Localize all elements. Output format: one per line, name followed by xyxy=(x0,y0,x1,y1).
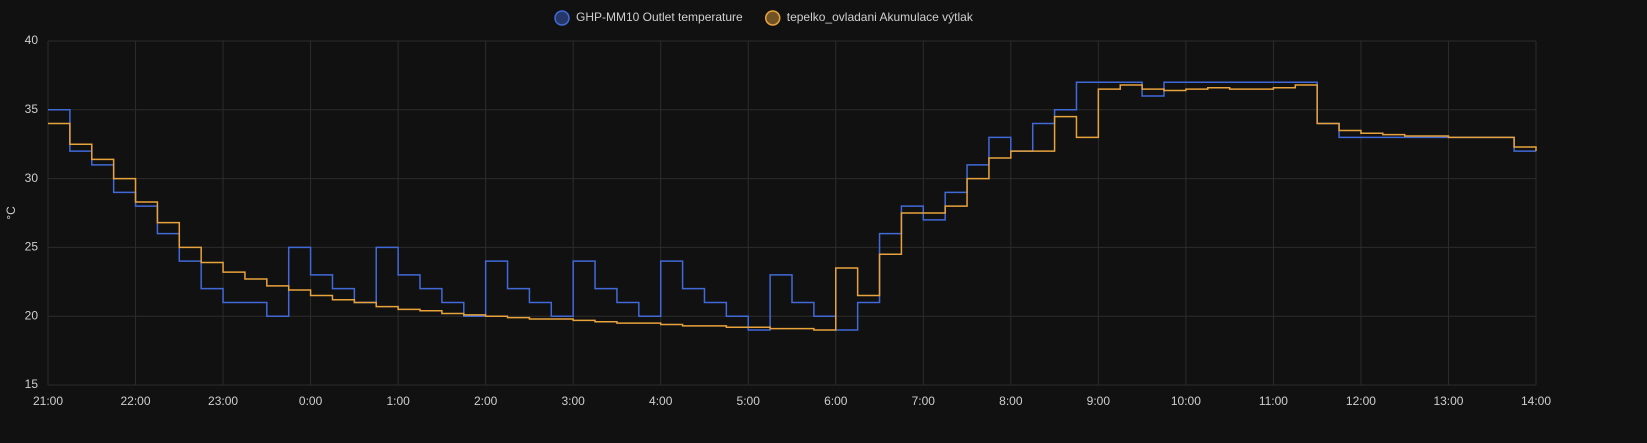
y-tick-label: 35 xyxy=(25,102,39,116)
x-tick-label: 5:00 xyxy=(737,394,761,408)
x-tick-label: 13:00 xyxy=(1433,394,1463,408)
x-tick-label: 3:00 xyxy=(561,394,585,408)
x-tick-label: 9:00 xyxy=(1087,394,1111,408)
x-tick-label: 0:00 xyxy=(299,394,323,408)
series-line xyxy=(48,81,1536,331)
x-tick-label: 11:00 xyxy=(1259,394,1288,408)
legend-label: GHP-MM10 Outlet temperature xyxy=(576,10,743,24)
y-tick-label: 40 xyxy=(25,33,39,47)
legend-swatch xyxy=(554,10,570,26)
x-tick-label: 10:00 xyxy=(1171,394,1201,408)
x-tick-label: 23:00 xyxy=(208,394,238,408)
legend-swatch xyxy=(764,10,781,26)
y-tick-label: 20 xyxy=(25,308,39,322)
x-tick-label: 7:00 xyxy=(912,394,936,408)
x-tick-label: 4:00 xyxy=(649,394,673,408)
x-tick-label: 1:00 xyxy=(386,394,410,408)
x-tick-label: 8:00 xyxy=(999,394,1023,408)
x-tick-label: 21:00 xyxy=(33,394,63,408)
y-tick-label: 30 xyxy=(25,171,39,185)
y-tick-label: 25 xyxy=(25,240,39,254)
legend-label: tepelko_ovladani Akumulace výtlak xyxy=(787,10,974,24)
x-tick-label: 6:00 xyxy=(824,394,848,408)
x-tick-label: 2:00 xyxy=(474,394,498,408)
x-tick-label: 22:00 xyxy=(121,394,151,408)
x-tick-label: 12:00 xyxy=(1346,394,1376,408)
y-axis-label: °C xyxy=(4,206,18,220)
x-tick-label: 14:00 xyxy=(1521,394,1551,408)
y-tick-label: 15 xyxy=(25,377,39,391)
series-line xyxy=(48,84,1537,331)
